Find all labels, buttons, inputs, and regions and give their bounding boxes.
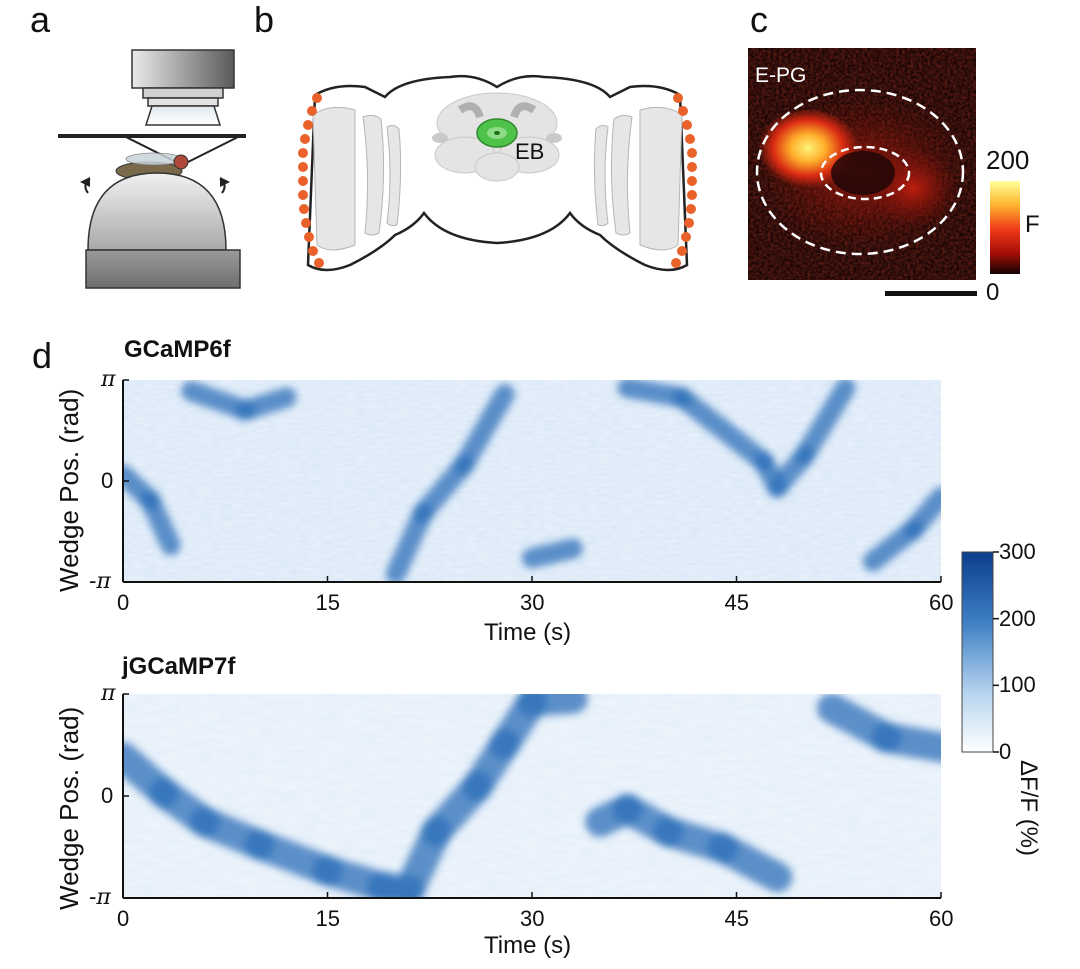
photoreceptor-dots-left — [298, 93, 324, 268]
eb-label: EB — [515, 139, 545, 164]
air-ball — [87, 172, 227, 251]
dff-colorbar-tick-label: 200 — [999, 605, 1036, 631]
heatmap2-title: jGCaMP7f — [122, 653, 236, 680]
panel-label-a: a — [30, 0, 51, 40]
heatmap2-bump-segment — [123, 742, 179, 808]
heatmap2-bump-segment — [871, 722, 941, 763]
heatmap2-bump-segment — [585, 793, 643, 837]
heatmap2-bump-segment — [489, 694, 547, 760]
panel-label-c: c — [750, 0, 768, 40]
heatmap2-ytick-label: -π — [89, 885, 111, 910]
heatmap1-bump-segment — [123, 464, 161, 511]
photoreceptor-dots-right — [671, 93, 697, 268]
colorbar-c-min: 0 — [986, 279, 1000, 306]
ellipsoid-body-highlight — [476, 118, 518, 148]
heatmap2-bump-segment — [394, 816, 452, 898]
heatmap2-ytick-label: 0 — [101, 783, 114, 808]
heatmap2-bump-segment — [312, 855, 398, 898]
heatmap1-ytick-label: 0 — [101, 468, 114, 493]
heatmap1-xtick-label: 0 — [117, 590, 130, 615]
heatmap1-xlabel: Time (s) — [484, 619, 572, 646]
heatmap1-xtick-label: 30 — [520, 590, 545, 615]
heatmap2-bump-segment — [244, 829, 343, 886]
dff-colorbar — [961, 551, 999, 753]
dff-colorbar-tick-label: 100 — [999, 672, 1036, 698]
heatmap1-bump-segment — [617, 380, 692, 408]
heatmap1-xtick-label: 60 — [929, 590, 954, 615]
heatmap1-title: GCaMP6f — [124, 336, 231, 363]
heatmap1-bump-segment — [181, 380, 256, 421]
heatmap2-xlabel: Time (s) — [484, 932, 572, 959]
inner-roi-ring — [819, 145, 911, 201]
heatmap2-bump-segment — [421, 771, 493, 847]
heatmap1-ylabel: Wedge Pos. (rad) — [54, 388, 84, 592]
heatmap2-bump-segment — [148, 777, 220, 837]
epg-label: E-PG — [755, 64, 807, 87]
heatmap1-xtick-label: 45 — [724, 590, 749, 615]
heatmap1-bump-segment — [412, 454, 474, 524]
scale-bar — [885, 291, 977, 296]
heatmap2-xtick-label: 0 — [117, 906, 130, 931]
heatmap1-bump-segment — [453, 384, 515, 475]
brain-schematic: EB — [275, 65, 720, 280]
heatmap1-bump-segment — [903, 487, 941, 540]
heatmap2-xtick-label: 15 — [315, 906, 340, 931]
epg-fluorescence-image: E-PG — [748, 48, 976, 280]
heatmap1-bump-segment — [522, 538, 583, 569]
outer-roi-ring — [755, 88, 965, 256]
heatmap2-bump-segment — [367, 871, 425, 898]
heatmap2 — [122, 693, 942, 899]
heatmap2-bump-segment — [612, 793, 684, 847]
heatmap2-xtick-label: 30 — [520, 906, 545, 931]
heatmap2-bump-segment — [816, 694, 902, 753]
panel-label-b: b — [254, 0, 275, 40]
heatmap1 — [122, 379, 942, 583]
heatmap2-bump-segment — [189, 806, 275, 860]
heatmap1-bump-segment — [235, 387, 297, 421]
heatmap1-bump-segment — [794, 380, 856, 466]
heatmap1-bump-segment — [753, 451, 788, 498]
dff-colorbar-tick-label: 300 — [999, 539, 1036, 564]
heatmap1-ytick-label: -π — [89, 569, 111, 594]
ball-holder — [85, 249, 241, 289]
microscope-rig-illustration — [58, 49, 246, 289]
dff-colorbar-label: ΔF/F (%) — [1015, 760, 1042, 857]
dff-colorbar-tick-label: 0 — [999, 739, 1012, 764]
heatmap1-ytick-label: π — [101, 367, 116, 392]
objective-lens — [131, 49, 235, 126]
heatmap2-bump-segment — [517, 694, 588, 717]
heatmap2-xtick-label: 60 — [929, 906, 954, 931]
heatmap1-bump-segment — [862, 519, 924, 572]
heatmap2-ylabel: Wedge Pos. (rad) — [54, 706, 84, 910]
heatmap2-xtick-label: 45 — [724, 906, 749, 931]
heatmap2-ytick-label: π — [101, 681, 116, 706]
heatmap1-xtick-label: 15 — [315, 590, 340, 615]
heatmap1-bump-segment — [140, 490, 181, 556]
colorbar-c-max: 200 — [986, 145, 1030, 175]
heatmap1-bump-segment — [385, 503, 433, 582]
panel-label-d: d — [32, 335, 53, 376]
heatmap1-bump-segment — [767, 445, 815, 498]
heatmap2-bump-segment — [707, 832, 793, 893]
heatmap1-bump-segment — [671, 387, 774, 472]
colorbar-c-label: F — [1025, 211, 1040, 238]
heatmap2-bump-segment — [653, 816, 738, 863]
fluorescence-colorbar — [990, 181, 1020, 274]
heatmap2-bump-segment — [462, 729, 520, 802]
